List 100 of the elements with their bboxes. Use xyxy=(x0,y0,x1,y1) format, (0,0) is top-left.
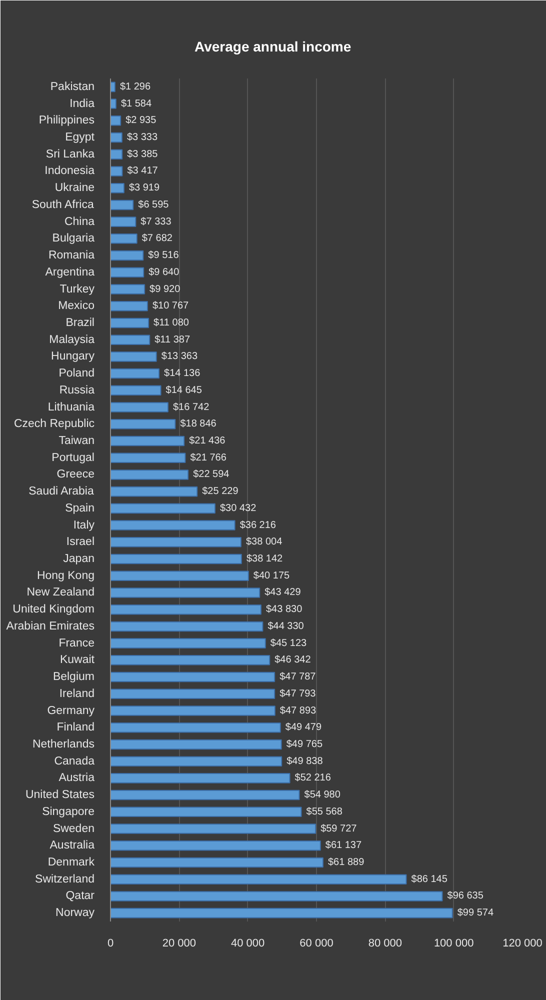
y-tick-label: Singapore xyxy=(42,806,95,818)
y-tick-label: Ireland xyxy=(59,688,95,700)
y-tick-label: Indonesia xyxy=(44,165,96,178)
x-tick-label: 20 000 xyxy=(162,938,196,950)
bar xyxy=(110,554,242,564)
y-tick-label: Brazil xyxy=(66,316,95,329)
y-tick-label: Argentina xyxy=(45,266,96,278)
data-label: $9 516 xyxy=(148,250,180,262)
data-label: $49 479 xyxy=(285,722,322,734)
y-tick-label: Kuwait xyxy=(60,654,96,666)
y-tick-label: South Africa xyxy=(32,198,94,211)
data-label: $49 765 xyxy=(286,738,323,750)
data-label: $21 766 xyxy=(190,452,227,464)
data-label: $21 436 xyxy=(189,435,226,446)
data-label: $13 363 xyxy=(161,351,198,362)
bar xyxy=(110,368,160,379)
data-label: $3 417 xyxy=(127,166,158,177)
bar xyxy=(110,182,124,194)
bar xyxy=(110,418,176,430)
y-tick-label: Malaysia xyxy=(49,334,96,346)
x-tick-label: 80 000 xyxy=(368,938,402,950)
y-tick-label: Qatar xyxy=(66,890,95,902)
data-label: $10 767 xyxy=(152,300,190,312)
data-label: $18 846 xyxy=(180,418,217,430)
data-label: $9 920 xyxy=(150,284,181,295)
y-tick-label: Bulgaria xyxy=(52,232,96,245)
data-label: $1 584 xyxy=(120,98,152,110)
data-label: $43 830 xyxy=(266,604,303,616)
bar xyxy=(110,891,443,902)
data-label: $47 793 xyxy=(280,688,316,700)
data-label: $38 004 xyxy=(246,536,283,548)
bar xyxy=(110,486,198,497)
data-label: $47 893 xyxy=(280,705,317,716)
y-tick-label: Australia xyxy=(50,840,96,852)
y-tick-label: Hungary xyxy=(51,350,95,363)
y-tick-label: China xyxy=(64,216,96,228)
bar xyxy=(110,216,136,227)
bar xyxy=(110,149,123,160)
bar xyxy=(110,166,123,176)
y-tick-label: New Zealand xyxy=(26,586,95,599)
y-tick-label: Russia xyxy=(59,384,96,396)
x-tick-label: 120 000 xyxy=(502,938,542,950)
bar xyxy=(110,908,453,918)
data-label: $59 727 xyxy=(320,823,358,834)
y-tick-label: Hong Kong xyxy=(36,570,94,582)
y-tick-label: Philippines xyxy=(38,114,95,127)
bar xyxy=(110,116,122,126)
bar xyxy=(110,688,276,700)
bar xyxy=(110,588,260,598)
bar xyxy=(110,672,276,682)
bar xyxy=(110,385,162,396)
data-label: $6 595 xyxy=(138,199,170,210)
data-label: $38 142 xyxy=(246,554,284,565)
data-label: $47 787 xyxy=(280,672,316,683)
chart-title: Average annual income xyxy=(194,38,352,54)
bar xyxy=(110,824,316,834)
data-label: $22 594 xyxy=(193,469,230,480)
x-tick-label: 60 000 xyxy=(300,938,334,950)
bar xyxy=(110,132,122,143)
bar xyxy=(110,520,236,530)
bar xyxy=(110,436,185,446)
x-tick-label: 100 000 xyxy=(434,938,474,950)
bar xyxy=(110,706,276,716)
y-tick-label: France xyxy=(58,637,95,650)
data-label: $36 216 xyxy=(240,520,276,531)
bar xyxy=(110,840,321,851)
bar xyxy=(110,402,168,412)
y-tick-label: Greece xyxy=(56,468,95,481)
y-tick-label: Egypt xyxy=(65,132,96,144)
y-tick-label: Mexico xyxy=(58,300,95,312)
data-label: $49 838 xyxy=(286,756,324,767)
x-tick-label: 40 000 xyxy=(231,938,265,950)
y-tick-label: Switzerland xyxy=(35,873,95,886)
y-tick-label: Arabian Emirates xyxy=(6,620,95,632)
y-tick-label: Ukraine xyxy=(54,182,95,194)
data-label: $9 640 xyxy=(148,266,180,278)
y-tick-label: Sweden xyxy=(52,822,95,835)
bar xyxy=(110,503,216,514)
y-tick-label: Canada xyxy=(54,755,96,768)
data-label: $30 432 xyxy=(220,502,257,514)
data-label: $45 123 xyxy=(270,638,308,649)
y-tick-label: Portugal xyxy=(52,452,95,464)
data-label: $61 889 xyxy=(328,856,365,868)
bar xyxy=(110,570,249,582)
bar xyxy=(110,334,150,345)
bar xyxy=(110,874,407,884)
y-tick-label: Sri Lanka xyxy=(46,148,96,160)
y-tick-label: Germany xyxy=(47,704,95,717)
data-label: $86 145 xyxy=(411,874,448,885)
y-tick-label: India xyxy=(70,98,96,110)
y-tick-label: Belgium xyxy=(52,671,95,684)
y-tick-label: Denmark xyxy=(48,856,95,868)
data-label: $61 137 xyxy=(325,840,362,852)
bar xyxy=(110,638,266,648)
bar xyxy=(110,98,116,109)
bar xyxy=(110,857,324,868)
data-label: $7 682 xyxy=(142,233,173,244)
bar xyxy=(110,318,150,328)
y-tick-label: Spain xyxy=(65,502,95,514)
data-label: $3 333 xyxy=(126,132,158,144)
